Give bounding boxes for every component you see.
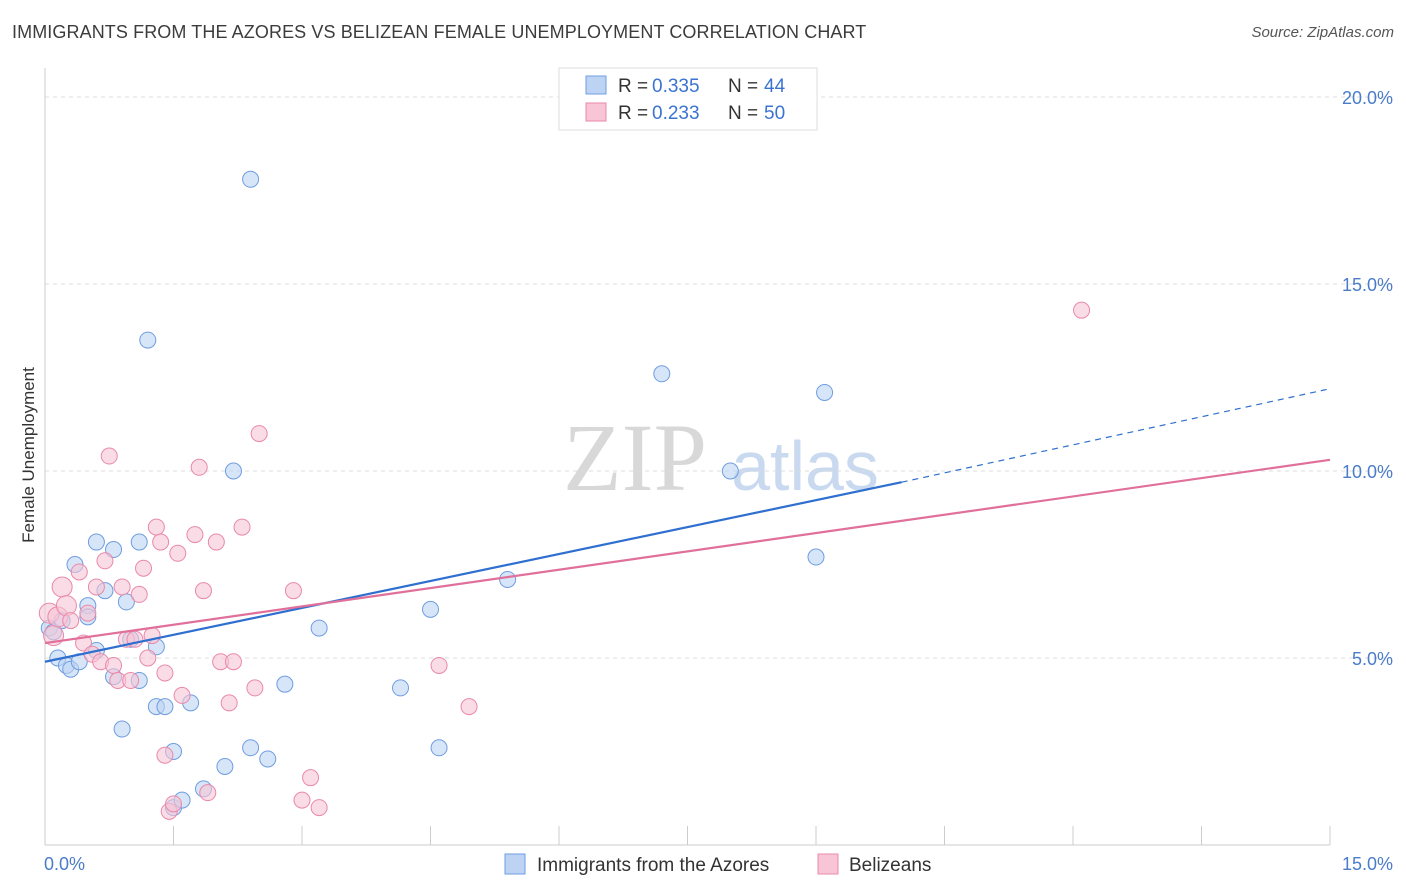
point-belizeans — [147, 518, 165, 536]
point-belizeans — [130, 585, 148, 603]
trend-line-azores-extension — [901, 388, 1331, 483]
point-belizeans — [194, 582, 212, 600]
point-belizeans — [169, 544, 187, 562]
legend-r-value-azores: 0.335 — [652, 76, 700, 97]
point-belizeans — [79, 604, 97, 622]
point-belizeans — [1073, 301, 1091, 319]
watermark-zip: ZIP — [563, 404, 707, 511]
point-belizeans — [460, 698, 478, 716]
tick-labels: 5.0% 10.0% 15.0% 20.0% 0.0% 15.0% — [44, 88, 1393, 874]
bottom-legend-label-belizeans: Belizeans — [849, 855, 931, 876]
point-belizeans — [186, 526, 204, 544]
legend-swatch-azores — [585, 75, 607, 95]
point-belizeans — [87, 578, 105, 596]
trend-lines — [44, 388, 1331, 663]
legend-n-label-belizeans: N = — [728, 103, 758, 124]
point-azores — [721, 462, 739, 480]
point-azores — [139, 331, 157, 349]
point-belizeans — [135, 559, 153, 577]
point-azores — [499, 570, 517, 588]
point-belizeans — [173, 686, 191, 704]
bottom-legend-swatch-belizeans — [817, 853, 839, 875]
point-belizeans — [220, 694, 238, 712]
point-belizeans — [96, 552, 114, 570]
bottom-legend-label-azores: Immigrants from the Azores — [537, 855, 769, 876]
bottom-legend-swatch-azores — [504, 853, 526, 875]
point-belizeans — [430, 656, 448, 674]
point-belizeans — [100, 447, 118, 465]
y-tick-label: 20.0% — [1342, 88, 1393, 108]
point-azores — [156, 698, 174, 716]
point-belizeans — [105, 656, 123, 674]
point-azores — [113, 720, 131, 738]
point-belizeans — [233, 518, 251, 536]
legend-n-value-belizeans: 50 — [764, 103, 785, 124]
point-azores — [807, 548, 825, 566]
point-azores — [242, 739, 260, 757]
legend-n-label-azores: N = — [728, 76, 758, 97]
point-azores — [430, 739, 448, 757]
point-azores — [87, 533, 105, 551]
data-points — [38, 170, 1091, 820]
axes — [44, 68, 1331, 846]
trend-line-belizeans — [44, 458, 1331, 645]
watermark-atlas: atlas — [731, 427, 879, 505]
x-tick-label: 0.0% — [44, 854, 85, 874]
point-azores — [224, 462, 242, 480]
legend-n-value-azores: 44 — [764, 76, 786, 97]
point-azores — [259, 750, 277, 768]
gridlines — [45, 96, 1392, 659]
legend-swatch-belizeans — [585, 102, 607, 122]
point-belizeans — [250, 425, 268, 443]
point-belizeans — [156, 664, 174, 682]
point-azores — [105, 541, 123, 559]
point-belizeans — [51, 576, 73, 598]
top-legend: R = 0.335 N = 44 R = 0.233 N = 50 — [558, 67, 818, 131]
point-belizeans — [70, 563, 88, 581]
y-axis-title: Female Unemployment — [19, 367, 38, 543]
point-azores — [816, 383, 834, 401]
source-label: Source: ZipAtlas.com — [1251, 24, 1394, 41]
point-azores — [310, 619, 328, 637]
point-azores — [653, 365, 671, 383]
point-belizeans — [293, 791, 311, 809]
point-belizeans — [246, 679, 264, 697]
point-belizeans — [122, 671, 140, 689]
point-belizeans — [165, 795, 182, 813]
y-tick-label: 15.0% — [1342, 275, 1393, 295]
point-belizeans — [156, 746, 174, 764]
point-belizeans — [199, 784, 217, 802]
point-azores — [130, 533, 148, 551]
point-azores — [392, 679, 410, 697]
x-tick-label: 15.0% — [1342, 854, 1393, 874]
y-tick-label: 5.0% — [1352, 649, 1393, 669]
point-belizeans — [310, 799, 328, 817]
point-belizeans — [207, 533, 225, 551]
trend-line-azores — [44, 481, 902, 663]
point-belizeans — [152, 533, 170, 551]
point-belizeans — [139, 649, 157, 667]
chart-title: IMMIGRANTS FROM THE AZORES VS BELIZEAN F… — [12, 22, 867, 42]
bottom-legend: Immigrants from the Azores Belizeans — [504, 853, 931, 876]
legend-r-value-belizeans: 0.233 — [652, 103, 700, 124]
point-belizeans — [113, 578, 131, 596]
legend-r-label-belizeans: R = — [618, 103, 648, 124]
y-tick-label: 10.0% — [1342, 462, 1393, 482]
legend-r-label-azores: R = — [618, 76, 648, 97]
point-belizeans — [62, 612, 80, 630]
point-belizeans — [224, 653, 242, 671]
point-belizeans — [190, 458, 208, 476]
point-azores — [242, 170, 260, 188]
point-belizeans — [284, 582, 302, 600]
point-azores — [422, 600, 439, 618]
point-azores — [216, 757, 234, 775]
point-azores — [276, 675, 294, 693]
point-belizeans — [302, 769, 320, 787]
